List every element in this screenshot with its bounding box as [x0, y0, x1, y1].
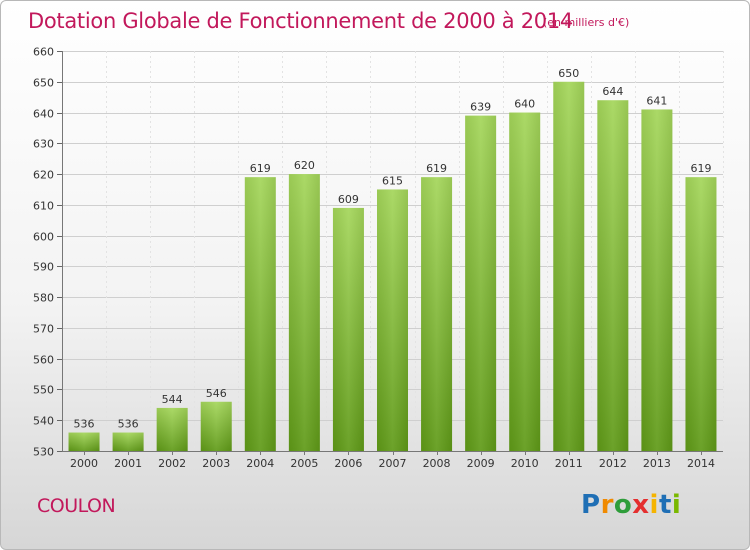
bar-value-label: 615 — [382, 174, 403, 187]
y-tick-label: 560 — [33, 354, 54, 367]
bar-value-label: 609 — [338, 193, 359, 206]
y-tick-label: 660 — [33, 46, 54, 59]
y-tick-label: 600 — [33, 231, 54, 244]
bar-value-label: 640 — [514, 98, 535, 111]
x-tick-label: 2011 — [555, 457, 583, 470]
bar-value-label: 639 — [470, 101, 491, 114]
y-tick-label: 610 — [33, 200, 54, 213]
x-tick-label: 2003 — [202, 457, 230, 470]
commune-name: COULON — [37, 495, 116, 517]
bar-value-label: 641 — [646, 94, 667, 107]
y-tick-label: 640 — [33, 108, 54, 121]
bar-value-label: 536 — [74, 418, 95, 431]
bar-shade — [553, 81, 585, 452]
chart-title: Dotation Globale de Fonctionnement de 20… — [28, 9, 573, 33]
bar-shade — [465, 115, 497, 451]
x-tick-label: 2014 — [687, 457, 715, 470]
bar-value-label: 619 — [690, 162, 711, 175]
y-tick-label: 590 — [33, 261, 54, 274]
bar-shade — [597, 100, 629, 451]
bar-shade — [332, 207, 364, 451]
bar-value-label: 619 — [426, 162, 447, 175]
bar-value-label: 536 — [118, 418, 139, 431]
x-tick-label: 2001 — [114, 457, 142, 470]
x-tick-label: 2000 — [70, 457, 98, 470]
bar-value-label: 546 — [206, 387, 227, 400]
bar-shade — [288, 174, 320, 452]
y-tick-label: 550 — [33, 384, 54, 397]
x-tick-label: 2008 — [423, 457, 451, 470]
y-tick-label: 650 — [33, 77, 54, 90]
y-tick-label: 530 — [33, 446, 54, 459]
bar-shade — [244, 177, 276, 451]
bar-shade — [200, 401, 232, 451]
x-tick-label: 2004 — [246, 457, 274, 470]
x-tick-label: 2010 — [511, 457, 539, 470]
bar-shade — [112, 432, 144, 451]
y-tick-label: 580 — [33, 292, 54, 305]
bar-shade — [509, 112, 541, 452]
y-tick-label: 630 — [33, 138, 54, 151]
bar-shade — [377, 189, 408, 451]
bar-value-label: 544 — [162, 393, 183, 406]
x-tick-label: 2012 — [599, 457, 627, 470]
bar-value-label: 644 — [602, 85, 623, 98]
x-tick-label: 2007 — [379, 457, 407, 470]
bar-value-label: 620 — [294, 159, 315, 172]
y-tick-label: 540 — [33, 415, 54, 428]
y-tick-label: 570 — [33, 323, 54, 336]
bar-shade — [685, 177, 717, 451]
bar-value-label: 650 — [558, 67, 579, 80]
x-tick-label: 2005 — [290, 457, 318, 470]
bar-value-label: 619 — [250, 162, 271, 175]
x-tick-label: 2009 — [467, 457, 495, 470]
y-tick-label: 620 — [33, 169, 54, 182]
x-tick-label: 2002 — [158, 457, 186, 470]
bar-shade — [68, 432, 100, 451]
x-tick-label: 2013 — [643, 457, 671, 470]
bar-shade — [156, 407, 188, 451]
bar-shade — [641, 109, 673, 451]
proxiti-logo: Proxiti — [581, 490, 682, 520]
chart-unit: (en milliers d'€) — [543, 16, 630, 29]
bar-shade — [421, 177, 453, 451]
x-tick-label: 2006 — [334, 457, 362, 470]
